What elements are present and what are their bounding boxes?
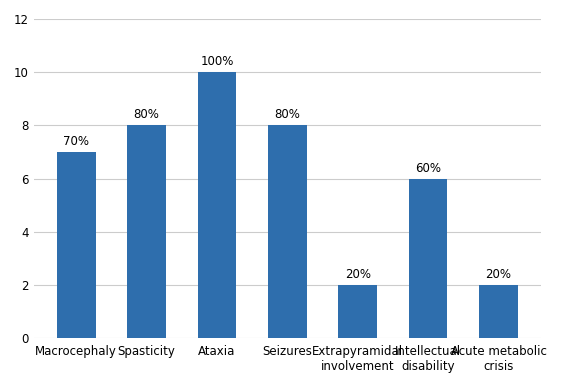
Text: 20%: 20% [345, 268, 371, 281]
Bar [57, 152, 96, 338]
Text: 20%: 20% [486, 268, 512, 281]
Bar [409, 178, 447, 338]
Text: 80%: 80% [275, 108, 300, 121]
Text: 60%: 60% [415, 161, 441, 175]
Bar [127, 125, 166, 338]
Text: 70%: 70% [63, 135, 89, 148]
Bar [198, 72, 236, 338]
Text: 80%: 80% [134, 108, 160, 121]
Bar [268, 125, 307, 338]
Text: 100%: 100% [200, 55, 234, 68]
Bar [338, 285, 377, 338]
Bar [479, 285, 518, 338]
